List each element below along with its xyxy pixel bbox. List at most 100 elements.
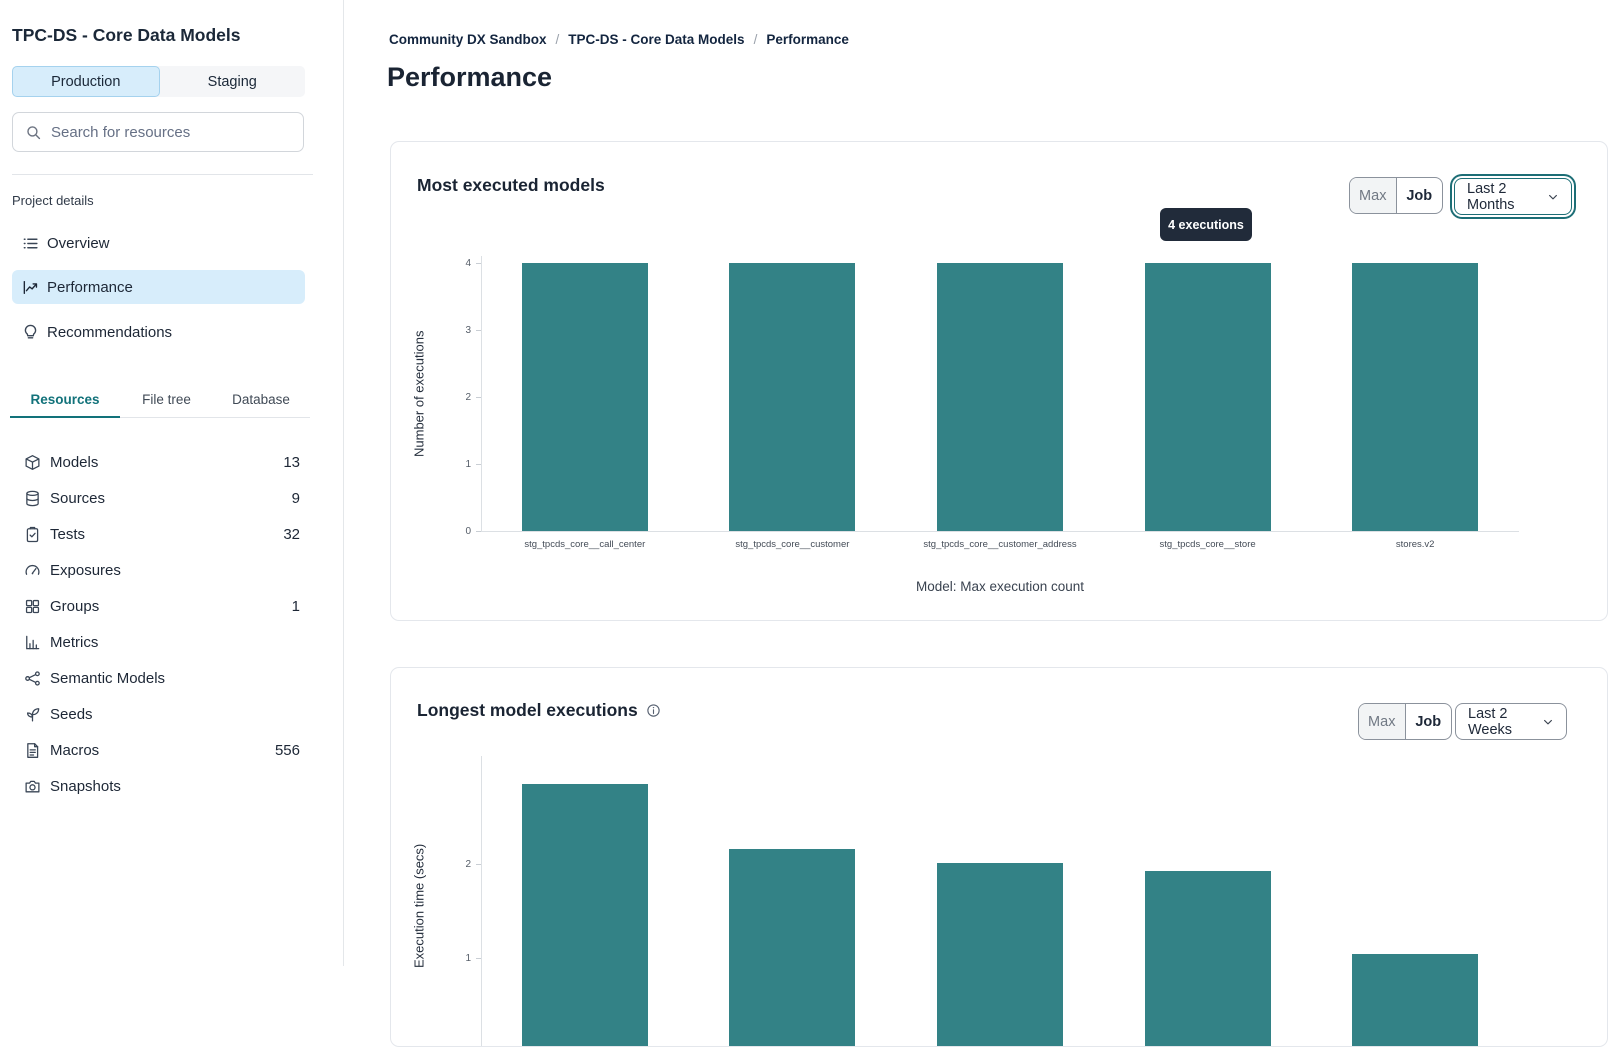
search-box[interactable] — [12, 112, 304, 152]
resource-label: Metrics — [50, 633, 99, 651]
breadcrumb-separator: / — [555, 32, 560, 47]
resource-label: Seeds — [50, 705, 93, 723]
sidebar-item-label: Performance — [47, 278, 133, 296]
breadcrumb: Community DX Sandbox / TPC-DS - Core Dat… — [389, 32, 849, 47]
breadcrumb-item-current: Performance — [766, 32, 849, 47]
bar[interactable] — [1352, 954, 1479, 1046]
sidebar-item-groups[interactable]: Groups 1 — [12, 588, 302, 624]
cube-icon — [24, 454, 41, 471]
bar[interactable] — [1144, 263, 1271, 531]
project-details-label: Project details — [12, 193, 94, 208]
bar[interactable] — [937, 263, 1063, 531]
sidebar-item-label: Recommendations — [47, 323, 173, 341]
sidebar-item-sources[interactable]: Sources 9 — [12, 480, 302, 516]
search-input[interactable] — [51, 123, 291, 141]
job-button[interactable]: Job — [1406, 187, 1433, 204]
tab-database[interactable]: Database — [232, 391, 290, 407]
x-tick-label: stores.v2 — [1395, 539, 1435, 550]
bar[interactable] — [729, 263, 856, 531]
breadcrumb-separator: / — [753, 32, 758, 47]
divider — [12, 174, 313, 175]
y-tick-mark — [476, 263, 481, 264]
date-range-value: Last 2 Months — [1467, 180, 1515, 213]
bar[interactable] — [521, 263, 648, 531]
max-button[interactable]: Max — [1359, 704, 1406, 739]
tab-staging[interactable]: Staging — [207, 73, 257, 90]
resource-label: Macros — [50, 741, 100, 759]
card-title: Longest model executions — [417, 700, 638, 720]
sidebar-item-exposures[interactable]: Exposures — [12, 552, 302, 588]
date-range-select[interactable]: Last 2 Weeks — [1455, 703, 1567, 740]
resource-tabs: Resources File tree Database — [10, 381, 310, 418]
seedling-icon — [24, 706, 41, 723]
chart-tooltip: 4 executions — [1160, 208, 1252, 241]
tab-production[interactable]: Production — [12, 66, 160, 97]
gauge-icon — [24, 562, 41, 579]
bar[interactable] — [521, 784, 648, 1046]
y-tick-label: 2 — [465, 859, 471, 870]
x-tick-label: stg_tpcds_core__customer_address — [923, 539, 1077, 550]
tab-resources[interactable]: Resources — [10, 381, 120, 418]
resource-label: Exposures — [50, 561, 121, 579]
y-tick-label: 1 — [465, 953, 471, 964]
date-range-select[interactable]: Last 2 Months — [1454, 178, 1572, 215]
y-tick-label: 4 — [465, 258, 471, 269]
y-tick-mark — [476, 958, 481, 959]
y-tick-label: 2 — [465, 392, 471, 403]
search-icon — [25, 124, 42, 141]
chevron-down-icon — [1547, 191, 1559, 203]
x-tick-label: stg_tpcds_core__store — [1159, 539, 1256, 550]
sidebar-item-performance[interactable]: Performance — [12, 270, 305, 304]
max-button[interactable]: Max — [1350, 178, 1397, 213]
longest-model-executions-card: Longest model executions Max Job Last 2 … — [390, 667, 1608, 1047]
resource-label: Groups — [50, 597, 100, 615]
resource-count: 556 — [274, 741, 300, 759]
x-axis-line — [481, 531, 1519, 532]
sidebar-item-snapshots[interactable]: Snapshots — [12, 768, 302, 804]
sidebar-item-label: Overview — [47, 234, 110, 252]
x-tick-label: stg_tpcds_core__call_center — [524, 539, 646, 550]
sidebar-item-macros[interactable]: Macros 556 — [12, 732, 302, 768]
sidebar-item-tests[interactable]: Tests 32 — [12, 516, 302, 552]
date-range-value: Last 2 Weeks — [1468, 705, 1513, 738]
y-axis-line — [481, 756, 482, 1046]
sidebar-item-models[interactable]: Models 13 — [12, 444, 302, 480]
bar-chart-icon — [24, 634, 41, 651]
breadcrumb-item-project[interactable]: TPC-DS - Core Data Models — [568, 32, 745, 47]
chevron-down-icon — [1542, 716, 1554, 728]
sidebar-item-seeds[interactable]: Seeds — [12, 696, 302, 732]
sidebar-item-overview[interactable]: Overview — [12, 226, 305, 260]
x-tick-label: stg_tpcds_core__customer — [735, 539, 850, 550]
breadcrumb-item-account[interactable]: Community DX Sandbox — [389, 32, 547, 47]
resource-label: Sources — [50, 489, 106, 507]
grid-icon — [24, 598, 41, 615]
project-title: TPC-DS - Core Data Models — [12, 25, 241, 45]
bar[interactable] — [729, 848, 856, 1046]
y-tick-mark — [476, 330, 481, 331]
sidebar-item-metrics[interactable]: Metrics — [12, 624, 302, 660]
page-title: Performance — [387, 62, 553, 92]
resource-label: Snapshots — [50, 777, 121, 795]
max-job-toggle: Max Job — [1358, 703, 1452, 740]
tab-file-tree[interactable]: File tree — [142, 391, 191, 407]
bar-chart-most-executed: 0 1 2 3 4 stg_tpcds_core__call_center stg_tpcd… — [391, 142, 1607, 620]
bar[interactable] — [1352, 263, 1479, 531]
info-icon[interactable] — [646, 703, 661, 718]
sidebar: TPC-DS - Core Data Models Production Sta… — [0, 0, 344, 966]
job-button[interactable]: Job — [1415, 713, 1442, 730]
y-tick-label: 3 — [465, 325, 471, 336]
sidebar-item-recommendations[interactable]: Recommendations — [12, 315, 305, 349]
y-tick-mark — [476, 864, 481, 865]
line-chart-icon — [22, 279, 39, 296]
y-tick-mark — [476, 397, 481, 398]
sidebar-item-semantic-models[interactable]: Semantic Models — [12, 660, 302, 696]
camera-icon — [24, 778, 41, 795]
bar[interactable] — [937, 863, 1063, 1046]
bar[interactable] — [1144, 870, 1271, 1046]
card-title: Most executed models — [417, 175, 605, 195]
resource-label: Semantic Models — [50, 669, 166, 687]
y-tick-label: 0 — [465, 526, 471, 537]
resource-count: 32 — [283, 525, 300, 543]
